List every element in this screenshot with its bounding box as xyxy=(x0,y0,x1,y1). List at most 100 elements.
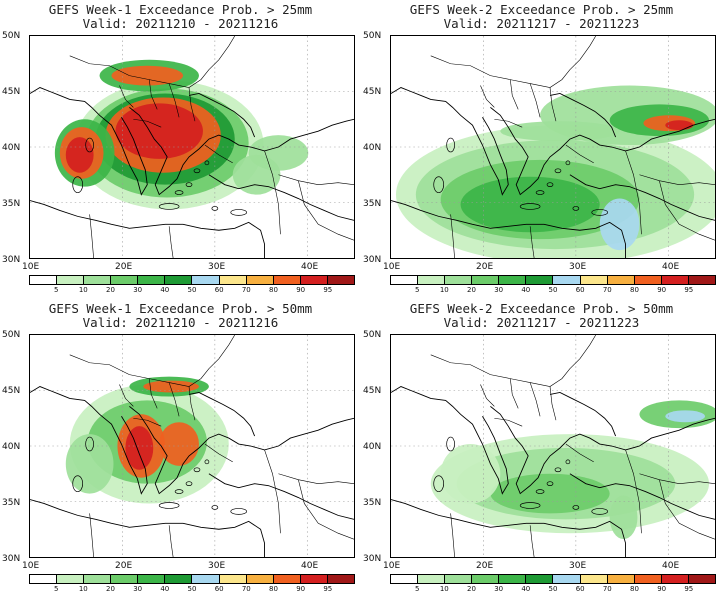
colorbar-level-label: 90 xyxy=(296,286,306,294)
colorbar-swatch xyxy=(57,575,85,583)
colorbar xyxy=(390,574,716,584)
colorbar-level-label: 30 xyxy=(494,585,504,593)
colorbar-swatch xyxy=(580,575,608,583)
latitude-label: 50N xyxy=(2,31,21,41)
colorbar-swatch xyxy=(526,276,554,284)
colorbar-swatch xyxy=(418,276,446,284)
colorbar-level-label: 5 xyxy=(53,585,59,593)
colorbar-swatch xyxy=(300,276,328,284)
longitude-label: 40E xyxy=(301,561,319,571)
longitude-label: 40E xyxy=(301,262,319,272)
colorbar-swatch xyxy=(688,276,715,284)
colorbar-level-label: 60 xyxy=(214,585,224,593)
colorbar-level-label: 50 xyxy=(548,286,558,294)
colorbar-swatch xyxy=(391,575,419,583)
colorbar-swatch xyxy=(499,276,527,284)
colorbar-level-label: 5 xyxy=(53,286,59,294)
map-area xyxy=(29,35,355,259)
colorbar-swatch xyxy=(273,276,301,284)
panel-title: GEFS Week-2 Exceedance Prob. > 25mm xyxy=(409,2,674,17)
colorbar xyxy=(390,275,716,285)
coastline xyxy=(30,386,354,557)
colorbar-swatch xyxy=(391,276,419,284)
colorbar-swatch xyxy=(445,276,473,284)
colorbar-swatch xyxy=(165,276,193,284)
probability-shading xyxy=(54,59,309,210)
colorbar-swatch xyxy=(661,276,689,284)
colorbar-swatch xyxy=(138,575,166,583)
colorbar-swatch xyxy=(634,575,662,583)
colorbar-level-label: 80 xyxy=(269,585,278,593)
colorbar-swatch xyxy=(246,575,274,583)
latitude-label: 50N xyxy=(363,330,382,340)
colorbar-level-label: 95 xyxy=(684,585,694,593)
colorbar-swatch xyxy=(300,575,328,583)
map-panel-week1-50mm: GEFS Week-1 Exceedance Prob. > 50mm Vali… xyxy=(0,299,361,598)
colorbar-level-label: 20 xyxy=(467,286,476,294)
colorbar-level-label: 80 xyxy=(630,585,639,593)
latitude-label: 45N xyxy=(2,87,21,97)
colorbar-level-label: 90 xyxy=(657,286,667,294)
colorbar-swatch xyxy=(634,276,662,284)
panel-title: GEFS Week-2 Exceedance Prob. > 50mm xyxy=(409,301,674,316)
panel-valid-dates: Valid: 20211210 - 20211216 xyxy=(82,16,279,31)
panel-valid-dates: Valid: 20211217 - 20211223 xyxy=(443,16,640,31)
map-area xyxy=(390,334,716,558)
latitude-label: 30N xyxy=(2,255,21,265)
latitude-label: 30N xyxy=(363,255,382,265)
colorbar-level-label: 80 xyxy=(269,286,278,294)
colorbar-level-label: 60 xyxy=(575,286,585,294)
colorbar-level-label: 90 xyxy=(657,585,667,593)
colorbar-swatch xyxy=(246,276,274,284)
panel-title: GEFS Week-1 Exceedance Prob. > 25mm xyxy=(48,2,313,17)
colorbar-level-label: 50 xyxy=(187,286,197,294)
coastline xyxy=(391,386,715,557)
latitude-label: 35N xyxy=(2,199,21,209)
longitude-label: 10E xyxy=(383,262,401,272)
latitude-label: 45N xyxy=(2,386,21,396)
colorbar-swatch xyxy=(445,575,473,583)
colorbar-swatch xyxy=(327,276,354,284)
colorbar-level-label: 40 xyxy=(521,585,531,593)
latitude-label: 30N xyxy=(2,554,21,564)
latitude-label: 50N xyxy=(363,31,382,41)
longitude-label: 30E xyxy=(569,561,587,571)
colorbar-level-label: 40 xyxy=(160,286,170,294)
longitude-label: 20E xyxy=(476,561,494,571)
colorbar-level-label: 60 xyxy=(575,585,585,593)
colorbar-level-label: 40 xyxy=(160,585,170,593)
probability-shading xyxy=(430,400,715,540)
latitude-label: 40N xyxy=(363,143,382,153)
colorbar-level-label: 20 xyxy=(106,585,115,593)
colorbar-swatch xyxy=(165,575,193,583)
coastline xyxy=(391,87,715,258)
latitude-label: 35N xyxy=(2,498,21,508)
colorbar-swatch xyxy=(30,276,58,284)
colorbar-level-label: 90 xyxy=(296,585,306,593)
colorbar-swatch xyxy=(84,575,112,583)
latitude-label: 30N xyxy=(363,554,382,564)
colorbar-level-label: 20 xyxy=(106,286,115,294)
colorbar-level-label: 70 xyxy=(241,585,251,593)
country-borders xyxy=(430,36,715,258)
country-borders xyxy=(69,335,354,557)
colorbar-level-label: 60 xyxy=(214,286,224,294)
longitude-label: 20E xyxy=(476,262,494,272)
longitude-label: 10E xyxy=(22,561,40,571)
colorbar-level-label: 5 xyxy=(414,286,420,294)
colorbar-swatch xyxy=(111,575,139,583)
map-panel-week1-25mm: GEFS Week-1 Exceedance Prob. > 25mm Vali… xyxy=(0,0,361,299)
longitude-label: 20E xyxy=(115,262,133,272)
longitude-label: 10E xyxy=(383,561,401,571)
longitude-label: 30E xyxy=(208,262,226,272)
colorbar-swatch xyxy=(273,575,301,583)
latitude-label: 40N xyxy=(2,143,21,153)
longitude-label: 20E xyxy=(115,561,133,571)
colorbar-level-label: 70 xyxy=(602,585,612,593)
latitude-label: 45N xyxy=(363,386,382,396)
coastline xyxy=(30,87,354,258)
map-panel-week2-50mm: GEFS Week-2 Exceedance Prob. > 50mm Vali… xyxy=(361,299,722,598)
map-area xyxy=(390,35,716,259)
colorbar-swatch xyxy=(192,276,220,284)
colorbar-swatch xyxy=(472,575,500,583)
